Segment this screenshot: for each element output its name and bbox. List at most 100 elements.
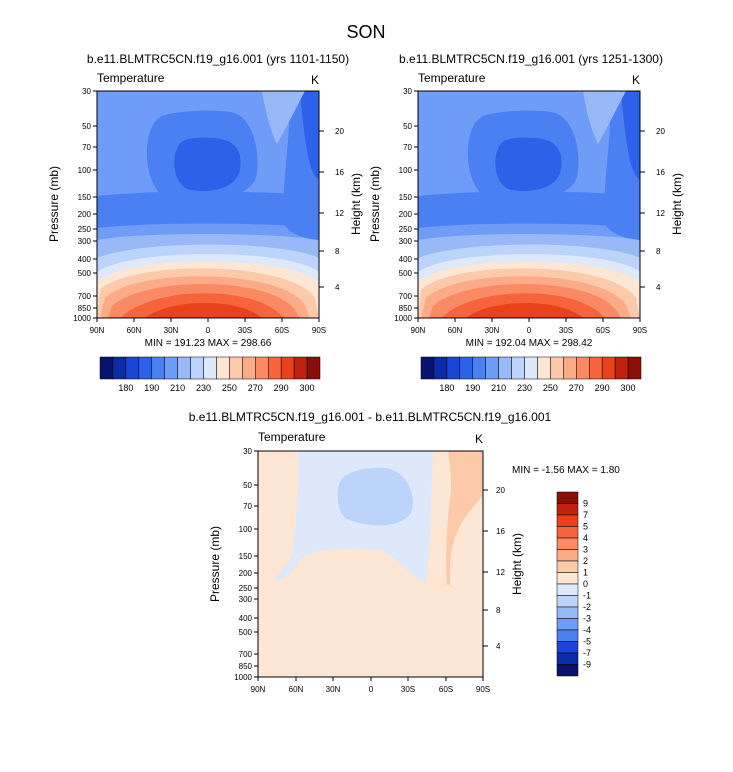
colorbar-swatch	[112, 356, 127, 380]
colorbar-label: 270	[248, 383, 263, 393]
panel-3-y-axis: 30 50 70 100 150 200 250 300 400 500 700…	[234, 447, 258, 682]
y-tick-label: 30	[403, 87, 412, 96]
x-tick-label: 90N	[90, 326, 105, 335]
panel-1-y2-axis: 20 16 12 8 4	[319, 127, 344, 292]
x-tick-label: 60S	[596, 326, 610, 335]
colorbar-swatch	[151, 356, 165, 380]
panel-3-y2-axis: 20 16 12 8 4	[483, 486, 505, 651]
colorbar-swatch	[556, 595, 579, 608]
panel-1-y-axis: 30 50 70 100 150 200 250 300 400 500 700…	[73, 87, 97, 323]
colorbar-label: 300	[621, 383, 636, 393]
colorbar-label: -9	[583, 660, 591, 670]
colorbar-swatch	[267, 356, 282, 380]
y-tick-label: 50	[243, 481, 252, 490]
panel-2-y2-axis: 20 16 12 8 4	[640, 127, 665, 292]
y-tick-label: 300	[399, 237, 413, 246]
x-tick-label: 90S	[476, 685, 490, 694]
x-tick-label: 60S	[439, 685, 453, 694]
colorbar-swatch	[485, 356, 499, 380]
panel-1-colorbar: 180 190 210 230 250 270 290 300	[99, 356, 321, 393]
colorbar-label: 9	[583, 499, 588, 509]
y2-tick-label: 4	[496, 642, 501, 651]
panel-1-ylabel: Pressure (mb)	[47, 166, 61, 242]
colorbar-swatch	[556, 491, 579, 504]
colorbar-label: 290	[274, 383, 289, 393]
y2-tick-label: 16	[335, 168, 344, 177]
colorbar-swatch	[524, 356, 538, 380]
panel-3-colorbar: 97 54 32 10 -1-2 -3-4 -5-7 -9	[556, 491, 591, 677]
x-tick-label: 60N	[127, 326, 142, 335]
y-tick-label: 850	[399, 304, 413, 313]
y-tick-label: 30	[82, 87, 91, 96]
colorbar-label: 230	[196, 383, 211, 393]
panel-3-y2label: Height (km)	[510, 533, 524, 595]
y2-tick-label: 16	[656, 168, 665, 177]
colorbar-swatch	[280, 356, 295, 380]
x-tick-label: 90S	[633, 326, 647, 335]
y-tick-label: 850	[239, 662, 253, 671]
colorbar-swatch	[627, 356, 642, 380]
x-tick-label: 30N	[164, 326, 179, 335]
colorbar-label: 2	[583, 556, 588, 566]
x-tick-label: 30N	[485, 326, 500, 335]
x-tick-label: 30S	[559, 326, 573, 335]
panel-2: b.e11.BLMTRC5CN.f19_g16.001 (yrs 1251-13…	[368, 52, 684, 393]
colorbar-swatch	[556, 652, 579, 665]
colorbar-label: 180	[118, 383, 133, 393]
panel-3-stats: MIN = -1.56 MAX = 1.80	[512, 465, 620, 476]
colorbar-swatch	[556, 606, 579, 619]
y-tick-label: 400	[399, 255, 413, 264]
colorbar-label: 250	[222, 383, 237, 393]
y-tick-label: 100	[78, 166, 92, 175]
colorbar-label: 210	[170, 383, 185, 393]
y-tick-label: 400	[239, 614, 253, 623]
colorbar-label: 0	[583, 579, 588, 589]
figure-title: SON	[346, 22, 385, 42]
panel-2-title: b.e11.BLMTRC5CN.f19_g16.001 (yrs 1251-13…	[399, 52, 663, 66]
colorbar-swatch	[556, 618, 579, 631]
panel-2-y2label: Height (km)	[670, 173, 684, 235]
y-tick-label: 850	[78, 304, 92, 313]
colorbar-label: 190	[465, 383, 480, 393]
panel-1-title: b.e11.BLMTRC5CN.f19_g16.001 (yrs 1101-11…	[87, 52, 349, 66]
y-tick-label: 700	[239, 650, 253, 659]
y2-tick-label: 8	[496, 606, 501, 615]
y2-tick-label: 12	[656, 209, 665, 218]
panel-2-left-label: Temperature	[418, 71, 486, 85]
y-tick-label: 300	[239, 595, 253, 604]
panel-3-x-axis: 90N 60N 30N 0 30S 60S 90S	[251, 677, 490, 694]
x-tick-label: 60S	[275, 326, 289, 335]
colorbar-label: -5	[583, 637, 591, 647]
colorbar-swatch	[556, 572, 579, 585]
y2-tick-label: 4	[335, 283, 340, 292]
y-tick-label: 50	[403, 122, 412, 131]
y2-tick-label: 20	[335, 127, 344, 136]
y2-tick-label: 8	[335, 247, 340, 256]
colorbar-swatch	[556, 583, 579, 596]
y-tick-label: 200	[78, 210, 92, 219]
panel-3: b.e11.BLMTRC5CN.f19_g16.001 - b.e11.BLMT…	[189, 410, 620, 694]
x-tick-label: 0	[369, 685, 374, 694]
y-tick-label: 250	[399, 225, 413, 234]
colorbar-swatch	[588, 356, 603, 380]
colorbar-swatch	[563, 356, 577, 380]
y-tick-label: 200	[239, 569, 253, 578]
x-tick-label: 90N	[411, 326, 426, 335]
y-tick-label: 100	[399, 166, 413, 175]
panel-2-field	[418, 91, 640, 318]
y-tick-label: 100	[239, 525, 253, 534]
y-tick-label: 500	[239, 628, 253, 637]
x-tick-label: 30N	[326, 685, 341, 694]
colorbar-swatch	[203, 356, 217, 380]
panel-1-left-label: Temperature	[97, 71, 165, 85]
y-tick-label: 1000	[394, 314, 412, 323]
colorbar-swatch	[556, 629, 579, 642]
y2-tick-label: 8	[656, 247, 661, 256]
panel-3-left-label: Temperature	[258, 430, 326, 444]
y-tick-label: 250	[239, 584, 253, 593]
colorbar-label: 7	[583, 510, 588, 520]
colorbar-swatch	[242, 356, 256, 380]
colorbar-label: 290	[595, 383, 610, 393]
colorbar-label: -1	[583, 591, 591, 601]
colorbar-swatch	[472, 356, 486, 380]
